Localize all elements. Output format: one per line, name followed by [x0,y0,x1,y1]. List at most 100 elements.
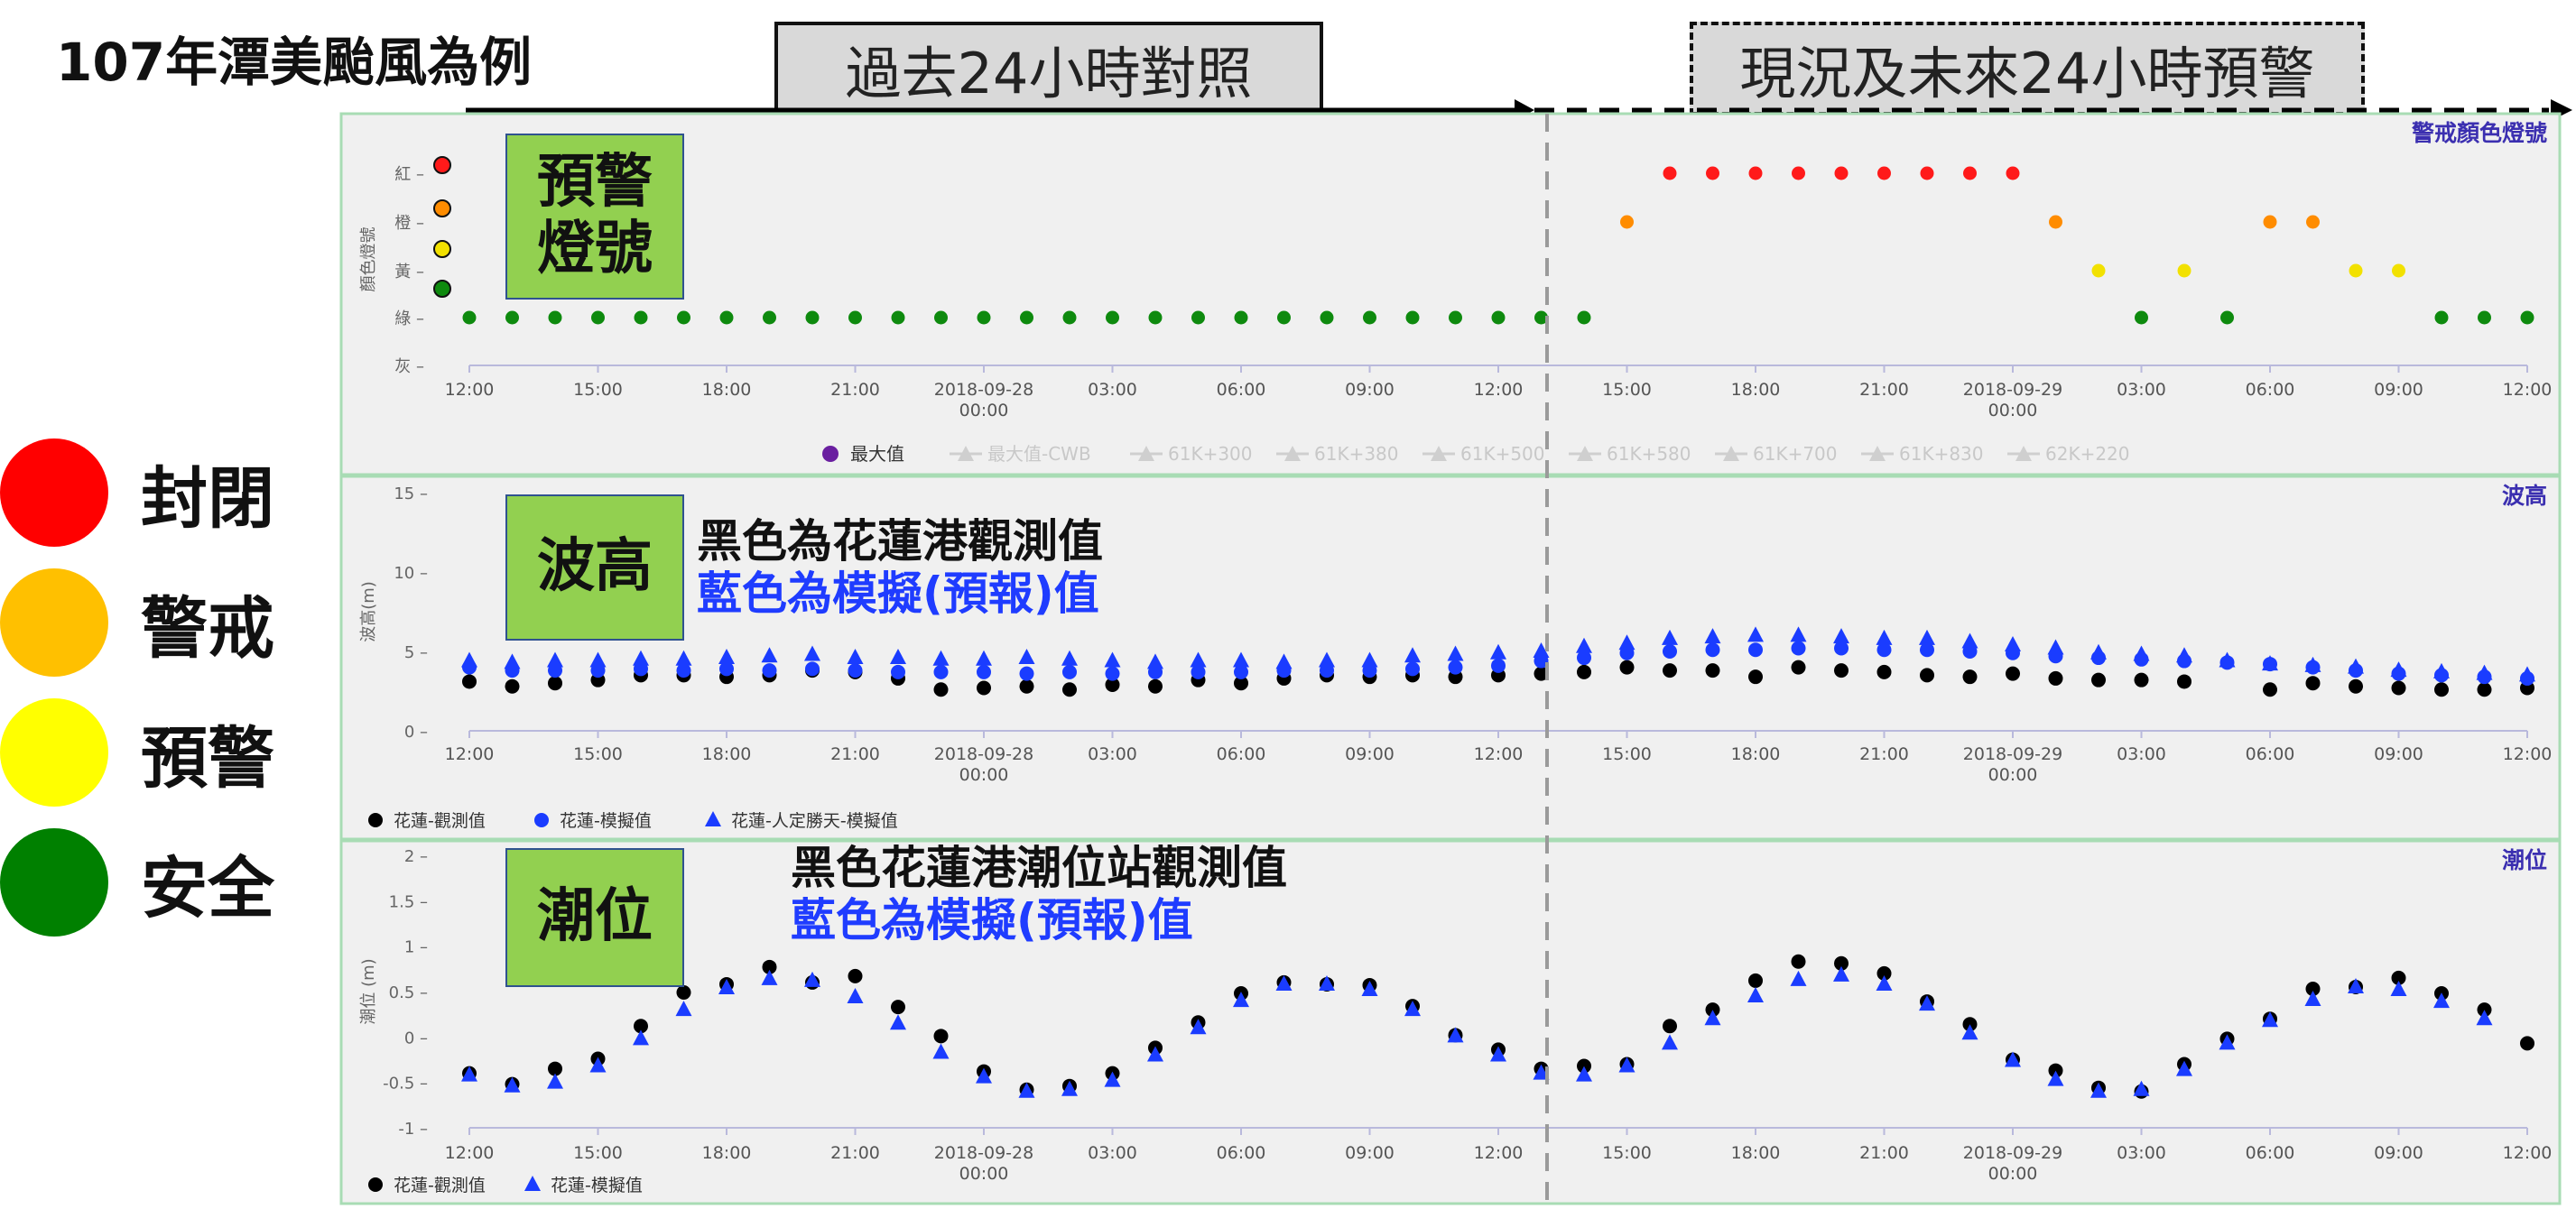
wave-series2-point [890,649,906,665]
wave-chart-title: 波高 [2502,483,2547,509]
tide-series0-point [891,1000,905,1015]
signal-y-tick-label: 黃 – [394,263,424,281]
signal-point [1577,310,1591,325]
tide-series1-point [589,1057,607,1073]
wave-series1-point [1791,641,1806,656]
tide-series0-point [1663,1019,1677,1034]
tide-series1-point [932,1043,950,1059]
tide-series1-point [1790,970,1807,986]
wave-series0-point [2177,674,2191,689]
wave-series2-point [2047,639,2064,655]
tide-series1-point [2348,977,2364,993]
tide-x-tick-label: 12:00 [2503,1143,2553,1163]
signal-point [1920,166,1934,180]
wave-series1-point [676,663,691,678]
signal-point [2263,215,2277,229]
wave-series0-point [1019,678,1034,694]
wave-legend-marker [705,811,721,826]
tide-series1-point [2390,980,2407,996]
wave-series2-point [1447,645,1464,661]
tide-series1-point [1447,1027,1464,1043]
wave-series0-point [1920,668,1934,683]
signal-point [1148,310,1163,325]
tide-series1-point [1919,995,1935,1011]
wave-series0-point [1791,660,1806,675]
signal-point [1792,166,1805,180]
tide-note-black: 黑色花蓮港潮位站觀測值 [791,842,1287,894]
signal-x-tick-label: 18:00 [1731,380,1781,400]
tide-y-tick-label: 0.5 – [389,983,428,1002]
wave-series0-point [977,680,991,696]
signal-point [934,310,948,325]
signal-legend-label: 61K+580 [1607,443,1691,465]
wave-series2-point [1275,653,1293,669]
wave-x-tick-label: 2018-09-29 00:00 [1963,744,2062,785]
wave-series1-point [1748,642,1763,658]
wave-series2-point [2219,651,2236,668]
tide-legend-label: 花蓮-模擬值 [551,1176,643,1195]
tide-series0-point [634,1019,648,1034]
wave-series0-point [1577,664,1591,679]
signal-legend-marker [1723,446,1739,461]
tide-series1-point [761,969,778,985]
tide-y-tick-label: -0.5 – [383,1075,428,1094]
tide-series1-point [1833,965,1849,982]
tide-series1-point [1404,1001,1421,1017]
legend-alert-label: 警戒 [141,589,274,668]
wave-series0-point [2134,672,2149,688]
wave-x-tick-label: 18:00 [1731,744,1781,764]
tide-series1-point [2133,1080,2150,1096]
wave-series0-point [1619,660,1635,675]
tide-series1-point [633,1029,649,1046]
signal-x-tick-label: 15:00 [573,380,623,400]
tide-series1-point [1061,1080,1078,1096]
tide-x-tick-label: 06:00 [2246,1143,2295,1163]
signal-legend-marker [1869,446,1886,461]
wave-series1-point [1234,664,1248,679]
wave-series2-point [1876,629,1893,645]
tide-series1-point [2304,991,2321,1007]
signal-legend-marker [1431,446,1447,461]
wave-x-tick-label: 12:00 [1474,744,1524,764]
signal-point [1363,310,1376,325]
signal-legend-label: 最大值 [850,443,904,465]
signal-point [1277,310,1291,325]
tide-x-tick-label: 12:00 [1474,1143,1524,1163]
wave-series1-point [933,664,949,679]
wave-legend-marker [534,813,549,827]
wave-y-tick-label: 5 – [404,643,428,662]
signal-point [719,310,734,325]
wave-y-tick-label: 15 – [394,485,428,503]
signal-point [2434,310,2449,325]
tide-x-tick-label: 15:00 [573,1143,623,1163]
wave-x-tick-label: 12:00 [2503,744,2553,764]
wave-series2-point [1662,629,1678,645]
signal-point [462,310,477,325]
wave-note-black: 黑色為花蓮港觀測值 [697,515,1103,568]
wave-series0-point [1234,676,1248,691]
signal-key-marker [433,156,451,174]
wave-series0-point [1962,669,1978,685]
signal-point [1620,215,1634,229]
wave-series0-point [2391,680,2406,696]
wave-series2-point [1833,628,1849,644]
tide-series1-point [1747,987,1764,1003]
tide-series1-point [1618,1057,1635,1073]
wave-x-tick-label: 21:00 [830,744,880,764]
wave-series2-point [1404,647,1421,663]
wave-series1-point [1705,642,1720,658]
signal-x-tick-label: 15:00 [1602,380,1652,400]
signal-point [1491,310,1506,325]
tide-note-blue: 藍色為模擬(預報)值 [791,893,1193,946]
wave-series2-point [461,651,477,668]
signal-key-marker [433,199,451,217]
signal-legend-label: 61K+300 [1168,443,1253,465]
tide-x-tick-label: 18:00 [1731,1143,1781,1163]
tide-y-tick-label: -1 – [398,1120,428,1139]
wave-series2-point [1490,643,1506,660]
tide-legend-label: 花蓮-觀測值 [394,1176,486,1195]
tide-x-tick-label: 15:00 [1602,1143,1652,1163]
wave-series0-point [1748,669,1763,685]
tide-series0-point [2477,1002,2492,1018]
